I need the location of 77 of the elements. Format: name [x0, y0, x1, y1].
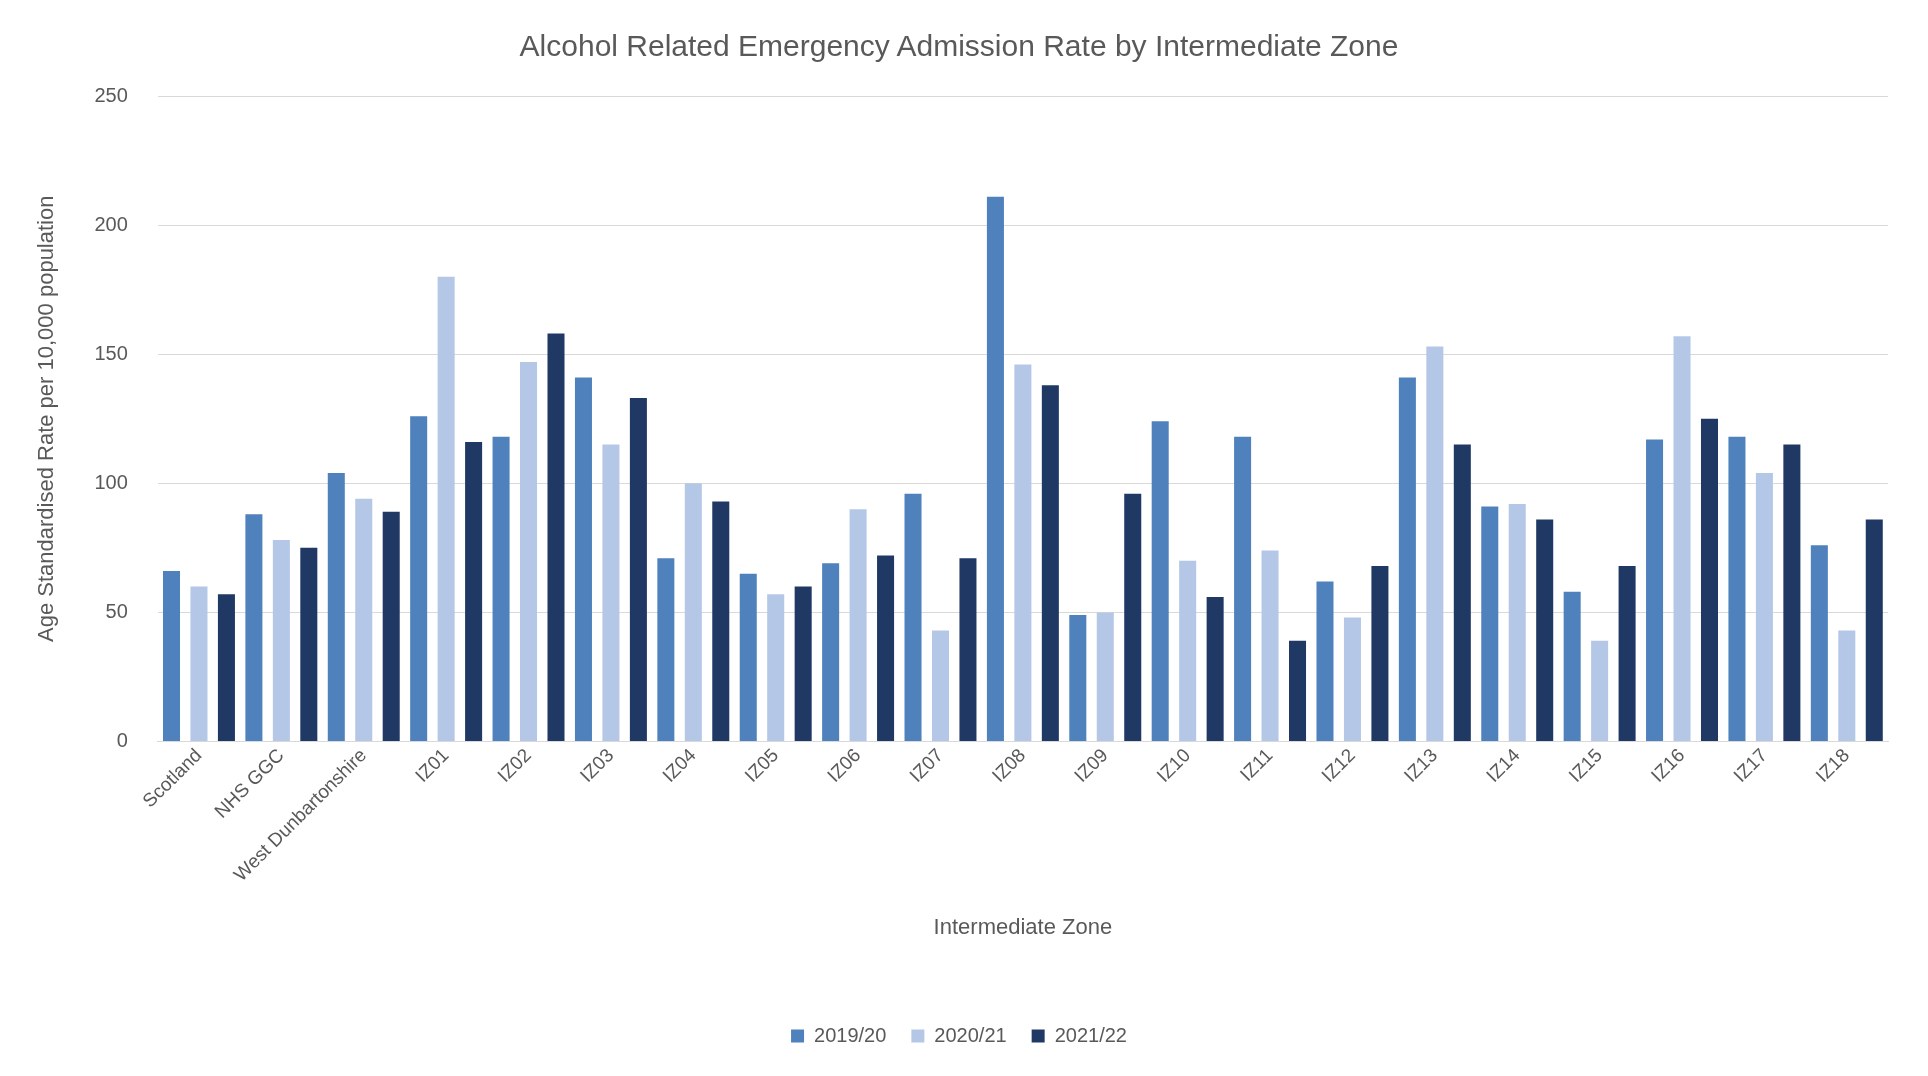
bar: [986, 196, 1004, 742]
bar: [355, 498, 373, 742]
y-tick-label: 200: [94, 212, 128, 235]
x-axis-title: Intermediate Zone: [933, 913, 1113, 939]
bar: [1783, 444, 1801, 742]
bar: [684, 483, 702, 742]
bar: [1591, 640, 1609, 742]
bar: [190, 586, 208, 742]
bar: [1289, 640, 1307, 742]
bar: [217, 594, 235, 742]
bar: [767, 594, 785, 742]
y-tick-label: 50: [105, 599, 128, 622]
bar: [327, 472, 345, 742]
bar: [1453, 444, 1471, 742]
x-tick-label: IZ11: [1235, 744, 1277, 785]
bar: [1398, 377, 1416, 742]
bar: [1728, 436, 1746, 742]
bar: [1755, 472, 1773, 742]
bar: [1316, 581, 1334, 742]
bar: [272, 540, 290, 742]
bar: [1481, 506, 1499, 742]
chart-title: Alcohol Related Emergency Admission Rate by Intermediate Zone: [519, 29, 1399, 63]
bar: [1371, 565, 1389, 742]
x-tick-label: IZ01: [410, 744, 453, 787]
bar: [492, 436, 510, 742]
bar: [520, 361, 538, 742]
bar: [1096, 612, 1114, 742]
bar: [1151, 421, 1169, 742]
bar: [1343, 617, 1361, 742]
bar: [1618, 565, 1636, 742]
bar: [1014, 364, 1032, 742]
bar: [1810, 545, 1828, 742]
bar: [1261, 550, 1279, 742]
y-tick-label: 150: [94, 341, 128, 364]
bar: [1206, 596, 1224, 742]
bar: [849, 509, 867, 742]
bar: [877, 555, 895, 742]
bar: [657, 558, 675, 742]
bar: [1646, 439, 1664, 742]
bar: [712, 501, 730, 742]
y-tick-label: 100: [94, 470, 128, 493]
bar: [1041, 385, 1059, 742]
legend-label: 2019/20: [814, 1023, 887, 1046]
bar: [931, 630, 950, 742]
bar: [574, 377, 592, 742]
bar: [437, 276, 455, 742]
bar: [1865, 519, 1883, 742]
y-axis-title: Age Standardised Rate per 10,000 population: [33, 195, 59, 642]
bar: [1234, 436, 1252, 742]
bar: [465, 442, 483, 742]
bar: [1536, 519, 1554, 742]
bar: [959, 558, 977, 742]
bar: [1508, 503, 1526, 742]
legend-label: 2021/22: [1054, 1023, 1127, 1046]
bar: [602, 444, 620, 742]
y-tick-label: 0: [116, 729, 128, 752]
bar: [794, 586, 812, 742]
bar: [1563, 591, 1581, 742]
bar: [629, 398, 647, 742]
bar: [547, 333, 565, 742]
bar: [1124, 493, 1142, 742]
bar: [1673, 336, 1691, 742]
bar: [162, 571, 181, 742]
bar: [382, 511, 400, 742]
bar: [300, 547, 318, 742]
bar: [1426, 346, 1444, 742]
bar: [904, 493, 922, 742]
bar: [1069, 615, 1087, 742]
bar: [245, 514, 263, 742]
legend-label: 2020/21: [934, 1023, 1007, 1046]
bar: [1700, 418, 1718, 742]
bar: [1838, 630, 1856, 742]
bar: [739, 573, 757, 742]
bar: [410, 416, 428, 742]
bar: [1179, 560, 1197, 742]
y-tick-label: 250: [94, 83, 128, 106]
bar: [822, 563, 840, 742]
